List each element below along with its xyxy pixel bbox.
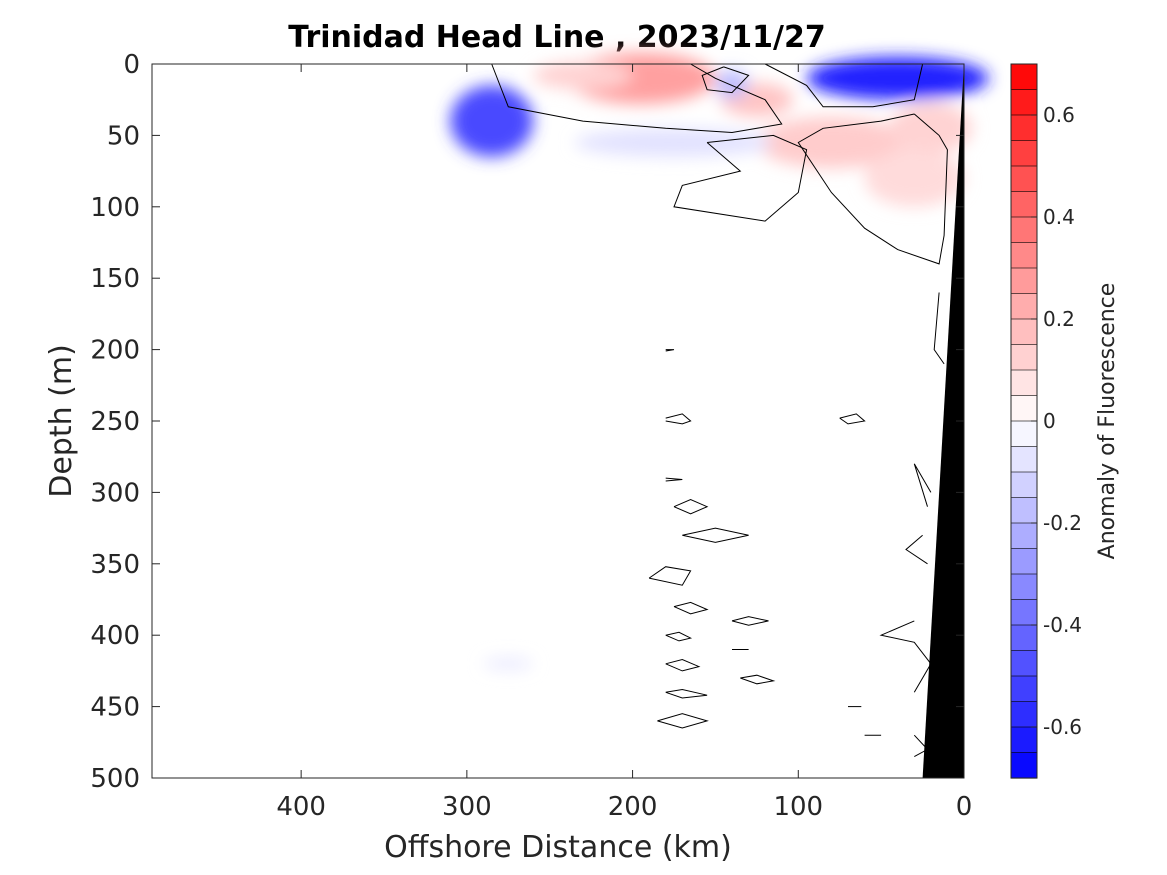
zero-contour-14 — [665, 631, 693, 642]
anomaly-patch-9 — [574, 128, 774, 157]
zero-contour-5 — [665, 349, 675, 352]
colorbar-band — [1010, 293, 1038, 320]
colorbar-tick-label: -0.4 — [1043, 613, 1082, 637]
zero-contour-17 — [740, 674, 776, 685]
zero-contour-11 — [648, 566, 692, 586]
y-tick-label: 100 — [90, 193, 140, 223]
colorbar-band — [1010, 191, 1038, 218]
colorbar-band — [1010, 165, 1038, 193]
y-tick-label: 200 — [90, 336, 140, 366]
bathymetry-shelf — [922, 64, 964, 778]
colorbar-band — [1010, 318, 1038, 346]
zero-contour-24 — [905, 534, 928, 565]
zero-contour-23 — [913, 463, 932, 507]
zero-contour-8 — [665, 477, 683, 482]
zero-contour-3 — [797, 113, 948, 265]
y-tick-label: 0 — [123, 50, 140, 80]
x-tick-label: 200 — [608, 792, 658, 822]
colorbar-band — [1010, 548, 1038, 575]
zero-contour-4 — [673, 134, 808, 222]
anomaly-patch-1 — [533, 61, 633, 90]
colorbar-tick-label: 0 — [1043, 409, 1056, 433]
colorbar-band — [1010, 420, 1038, 448]
anomaly-patch-8 — [864, 149, 964, 207]
anomaly-patch-5 — [450, 85, 534, 157]
y-tick-label: 350 — [90, 550, 140, 580]
y-tick-label: 150 — [90, 264, 140, 294]
zero-contour-12 — [673, 601, 709, 615]
anomaly-patch-6 — [756, 116, 906, 169]
zero-contour-16 — [665, 658, 701, 672]
colorbar-band — [1010, 599, 1038, 626]
plot-area: 400 300 200 100 0 0 50 100 150 200 250 300 350 400 45… — [90, 50, 989, 822]
colorbar-band — [1010, 726, 1038, 754]
colorbar-band — [1010, 114, 1038, 142]
y-tick-label: 450 — [90, 693, 140, 723]
colorbar-band — [1010, 650, 1038, 677]
y-axis-ticks: 0 50 100 150 200 250 300 350 400 450 500 — [90, 50, 964, 794]
colorbar-ticks: 0.6 0.4 0.2 0 -0.2 -0.4 -0.6 — [1031, 103, 1082, 739]
x-tick-label: 100 — [773, 792, 823, 822]
colorbar-band — [1010, 446, 1038, 473]
colorbar-band — [1010, 675, 1038, 703]
plot-background — [152, 64, 964, 778]
colorbar-band — [1010, 63, 1038, 91]
colorbar-band — [1010, 395, 1038, 422]
zero-contour-7 — [839, 413, 866, 425]
x-axis-ticks: 400 300 200 100 0 — [276, 64, 972, 822]
colorbar-bands — [1010, 63, 1038, 779]
y-tick-label: 50 — [107, 121, 140, 151]
zero-contour-10 — [682, 527, 749, 543]
zero-contour-6 — [665, 413, 692, 425]
chart-title: Trinidad Head Line , 2023/11/27 — [288, 20, 825, 55]
y-tick-label: 500 — [90, 764, 140, 794]
zero-contour-13 — [731, 616, 769, 626]
zero-contour-25 — [879, 620, 932, 693]
colorbar-tick-label: 0.2 — [1043, 307, 1075, 331]
zero-contour-18 — [665, 688, 708, 699]
y-axis-label: Depth (m) — [44, 344, 79, 498]
colorbar-tick-label: -0.6 — [1043, 715, 1082, 739]
colorbar-band — [1010, 701, 1038, 728]
zero-contour-9 — [673, 498, 709, 515]
colorbar-tick-label: 0.6 — [1043, 103, 1075, 127]
x-tick-label: 0 — [956, 792, 973, 822]
colorbar-band — [1010, 344, 1038, 371]
colorbar-band — [1010, 752, 1038, 779]
zero-contour-22 — [933, 292, 945, 365]
colorbar-band — [1010, 471, 1038, 499]
colorbar-tick-label: 0.4 — [1043, 205, 1075, 229]
colorbar-label: Anomaly of Fluorescence — [1095, 283, 1120, 560]
colorbar-tick-label: -0.2 — [1043, 511, 1082, 535]
y-tick-label: 300 — [90, 478, 140, 508]
colorbar-band — [1010, 522, 1038, 550]
colorbar-band — [1010, 89, 1038, 116]
colorbar-band — [1010, 497, 1038, 524]
anomaly-patch-4 — [806, 56, 989, 100]
colorbar-band — [1010, 369, 1038, 397]
zero-contour-2 — [764, 63, 924, 108]
anomaly-patch-10 — [483, 658, 534, 670]
y-tick-label: 400 — [90, 621, 140, 651]
zero-contours — [491, 63, 948, 758]
colorbar-band — [1010, 242, 1038, 269]
colorbar-band — [1010, 267, 1038, 295]
colorbar-band — [1010, 624, 1038, 652]
x-tick-label: 400 — [276, 792, 326, 822]
x-axis-label: Offshore Distance (km) — [384, 830, 732, 865]
colorbar-band — [1010, 140, 1038, 167]
y-tick-label: 250 — [90, 407, 140, 437]
zero-contour-19 — [657, 713, 709, 729]
colorbar-band — [1010, 573, 1038, 601]
anomaly-field — [450, 52, 989, 670]
zero-contour-0 — [491, 63, 783, 134]
colorbar-band — [1010, 216, 1038, 244]
colorbar: 0.6 0.4 0.2 0 -0.2 -0.4 -0.6 — [1010, 63, 1082, 779]
zero-contour-1 — [701, 66, 750, 94]
x-tick-label: 300 — [442, 792, 492, 822]
